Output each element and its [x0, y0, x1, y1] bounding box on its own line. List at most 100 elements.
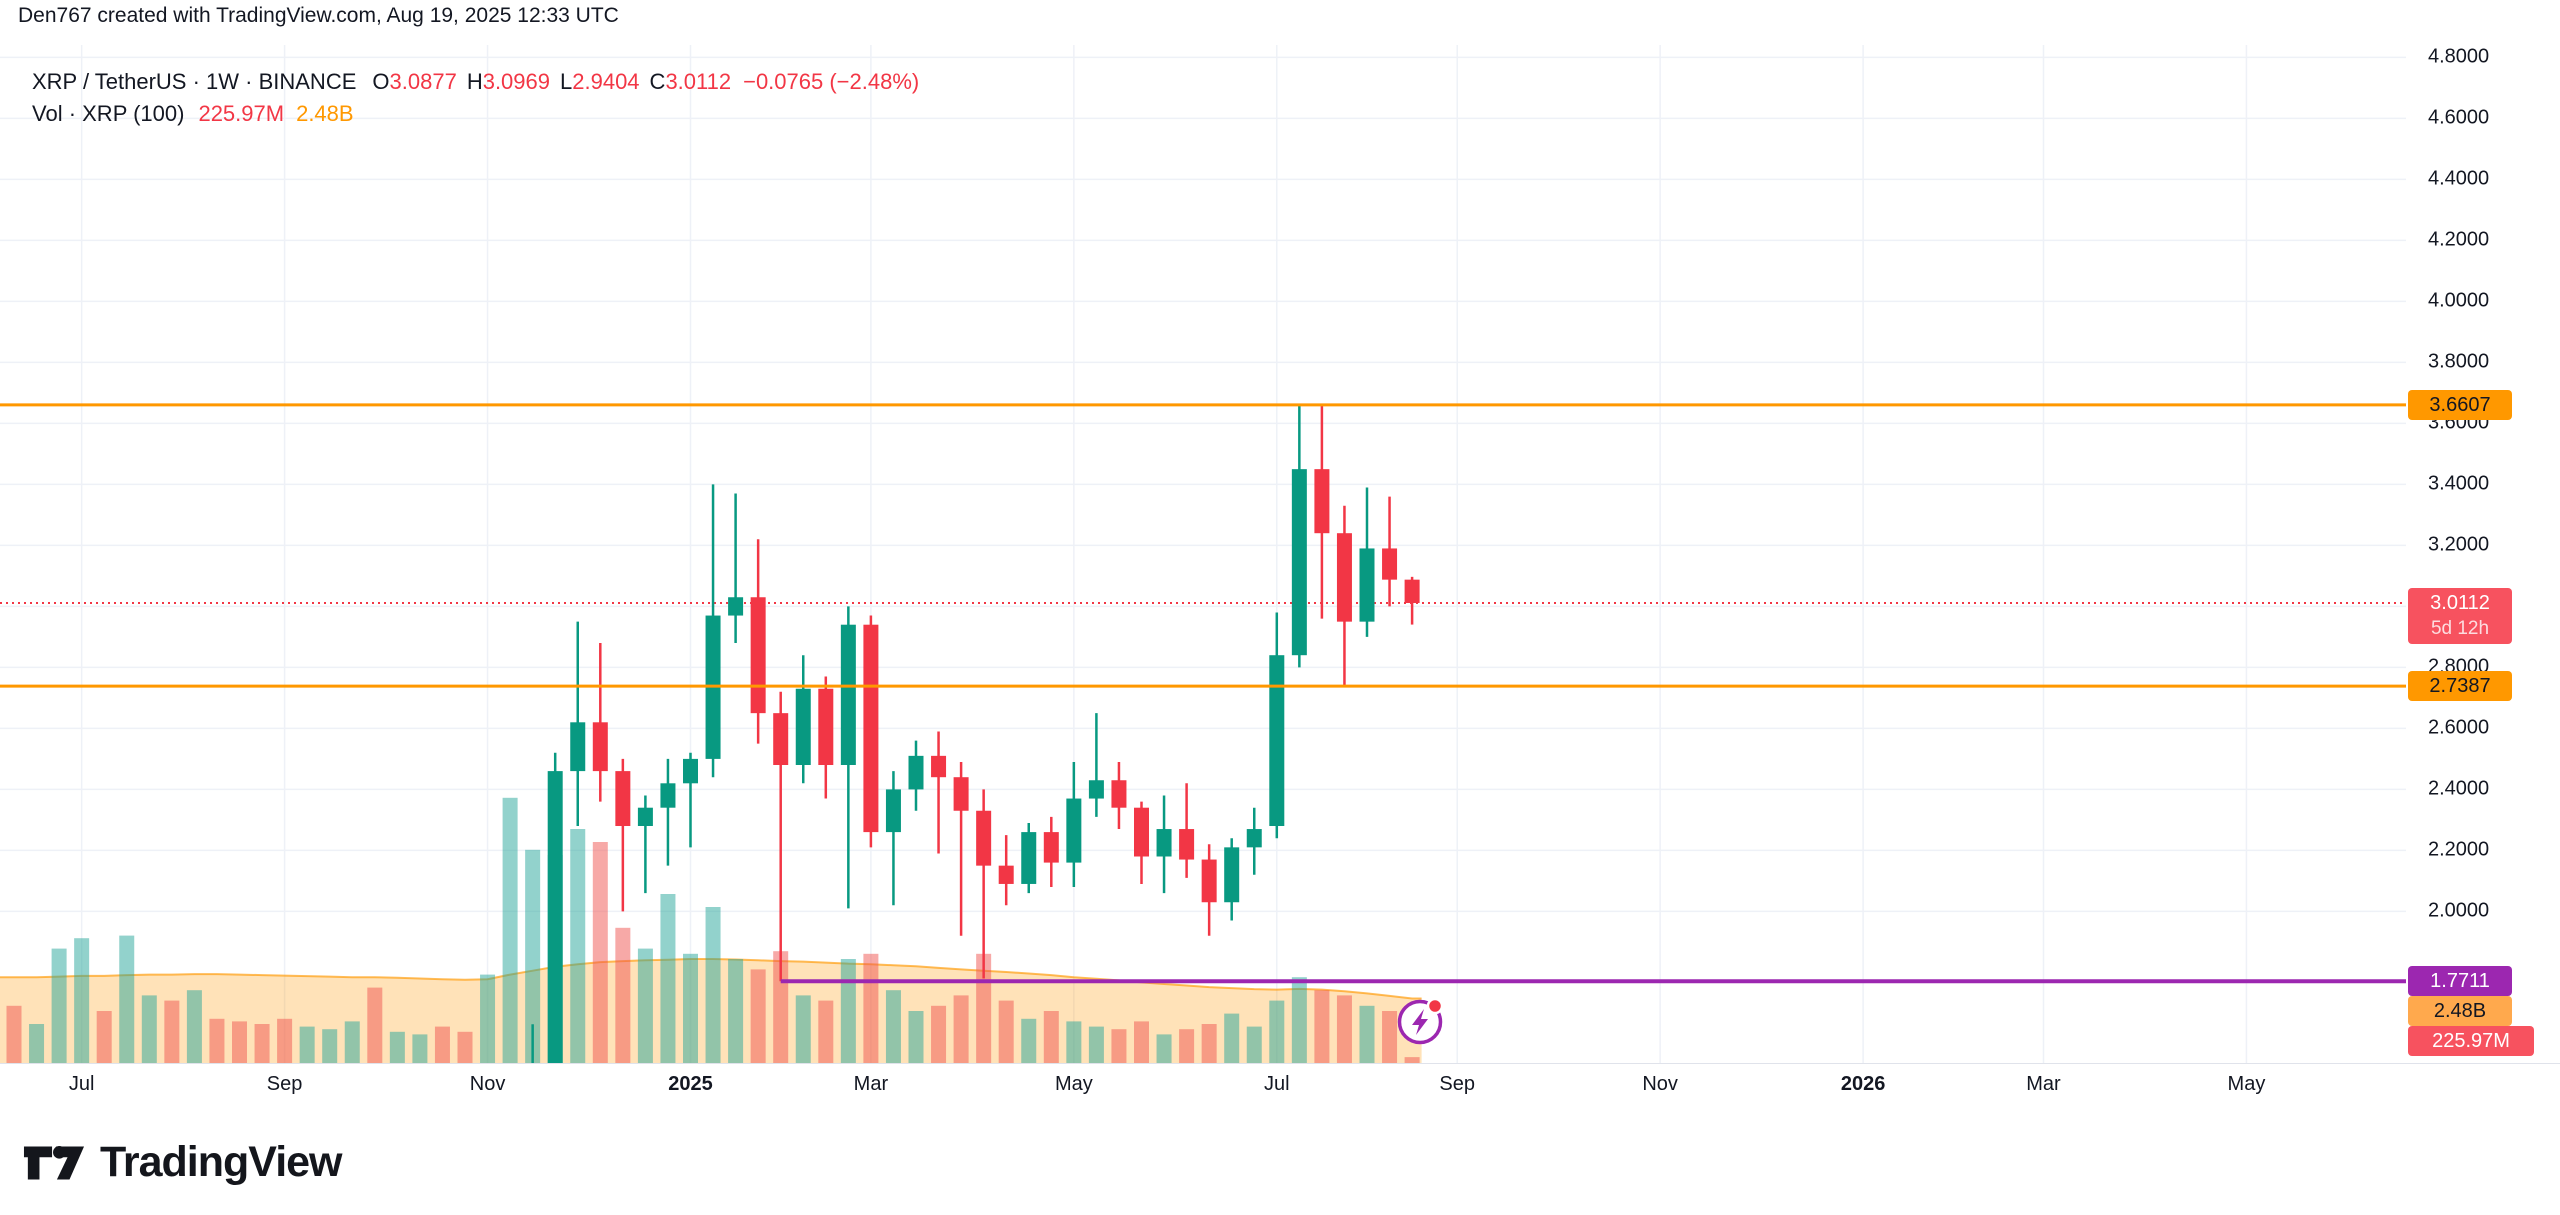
volume-bar [367, 987, 383, 1063]
volume-bar [1201, 1024, 1217, 1063]
time-axis-label: Nov [1642, 1073, 1678, 1095]
volume-bar [29, 1024, 45, 1063]
price-axis-label: 4.4000 [2428, 167, 2490, 190]
bar-countdown: 5d 12h [2430, 617, 2490, 639]
volume-bar [1359, 1005, 1375, 1063]
volume-bar [863, 953, 879, 1063]
candle-body [1382, 548, 1398, 580]
candle-body [976, 810, 992, 866]
volume-bar [750, 969, 766, 1063]
volume-bar [1088, 1026, 1104, 1063]
volume-bar [74, 938, 90, 1063]
volume-bar [592, 842, 608, 1063]
time-axis-label: 2025 [668, 1073, 713, 1095]
price-axis-label: 3.8000 [2428, 350, 2490, 373]
time-axis[interactable]: Jul Sep Nov 2025 Mar May Jul Sep Nov 2026 Mar May [0, 1063, 2560, 1106]
volume-bar [818, 1000, 834, 1063]
time-axis-label: 2026 [1840, 1073, 1886, 1095]
flash-events-icon[interactable] [1397, 997, 1444, 1045]
volume-bar [434, 1026, 450, 1063]
volume-bar [412, 1034, 428, 1063]
volume-bar [164, 1000, 180, 1063]
volume-bar [232, 1021, 247, 1063]
volume-bar [277, 1018, 293, 1063]
upper-ray-price-badge: 3.6607 [2408, 389, 2512, 420]
legend-item: C [649, 69, 666, 94]
legend-item: 3.0112 [665, 69, 732, 94]
legend-item: 2.48B [296, 101, 354, 126]
volume-bar [931, 1005, 947, 1063]
volume-bar [51, 948, 67, 1063]
volume-value-badge: 225.97M [2408, 1026, 2534, 1056]
candle-body [1043, 832, 1059, 863]
legend-item: L [560, 69, 573, 94]
volume-bar [6, 1005, 22, 1063]
time-axis-label: Mar [853, 1073, 889, 1095]
price-chart-canvas[interactable] [0, 0, 2560, 1063]
candle-body [1269, 655, 1285, 826]
tradingview-logo-icon [23, 1145, 85, 1179]
volume-bar [254, 1024, 270, 1063]
volume-bar [1382, 1011, 1398, 1063]
last-price-countdown-badge: 3.0112 5d 12h [2408, 587, 2512, 644]
candle-body [570, 722, 586, 772]
volume-legend-row: Vol · XRP (100) 225.97M 2.48B [32, 98, 919, 130]
candle-body [683, 758, 698, 784]
volume-bar [1066, 1021, 1082, 1063]
tradingview-logo[interactable]: TradingView [23, 1138, 342, 1187]
volume-bar [1314, 990, 1330, 1063]
volume-bar [457, 1031, 473, 1063]
volume-bar [186, 990, 202, 1063]
candle-body [592, 722, 608, 772]
time-axis-label: May [2227, 1073, 2266, 1095]
legend-item: H [466, 69, 483, 94]
candle-body [1156, 829, 1172, 857]
candle-body [998, 865, 1014, 884]
volume-bar [998, 1000, 1014, 1063]
volume-bar [525, 849, 541, 1063]
tradingview-logo-text: TradingView [100, 1138, 342, 1186]
candle-body [818, 688, 834, 765]
legend-item: 3.0877 [389, 69, 457, 94]
legend-item: 2.9404 [572, 69, 640, 94]
volume-bar [773, 951, 789, 1063]
volume-ma-value-badge: 2.48B [2408, 996, 2512, 1026]
symbol-legend-row: XRP / TetherUS · 1W · BINANCE O 3.0877 H 3.0… [32, 66, 919, 98]
candle-body [1336, 533, 1352, 622]
legend-item: −0.0765 (−2.48%) [743, 69, 920, 94]
legend-item: 3.0969 [482, 69, 550, 94]
candle-body [1246, 829, 1262, 848]
time-axis-label: Jul [1264, 1073, 1290, 1095]
volume-bar [389, 1031, 405, 1063]
volume-bar [795, 995, 811, 1063]
candle-body [637, 807, 653, 826]
volume-bar [615, 927, 631, 1063]
volume-bar [570, 829, 586, 1063]
attribution-text: Den767 created with TradingView.com, Aug… [18, 4, 619, 27]
volume-bar [322, 1029, 338, 1063]
time-axis-label: Mar [2026, 1073, 2061, 1095]
volume-bar [1404, 1057, 1420, 1063]
candle-body [1179, 829, 1195, 860]
candle-body [931, 755, 947, 778]
price-axis-label: 2.6000 [2428, 716, 2490, 739]
volume-bar [96, 1011, 112, 1063]
time-axis-label: Sep [266, 1073, 303, 1095]
legend-item: Vol · XRP (100) [32, 101, 185, 126]
volume-bar [1111, 1029, 1127, 1063]
candle-body [863, 624, 879, 833]
candle-body [1314, 469, 1330, 534]
volume-bar [705, 907, 721, 1063]
volume-bar [953, 995, 969, 1063]
candle-body [1066, 798, 1082, 863]
volume-bar [885, 990, 901, 1063]
candle-body [1111, 780, 1127, 808]
candle-body [1088, 780, 1104, 799]
candle-body [660, 783, 676, 808]
candle-body [750, 597, 766, 714]
volume-bar [1043, 1011, 1059, 1063]
candle-body [615, 771, 631, 826]
price-axis-label: 2.4000 [2428, 777, 2490, 800]
candle-body [840, 624, 856, 765]
volume-bar [1134, 1021, 1149, 1063]
